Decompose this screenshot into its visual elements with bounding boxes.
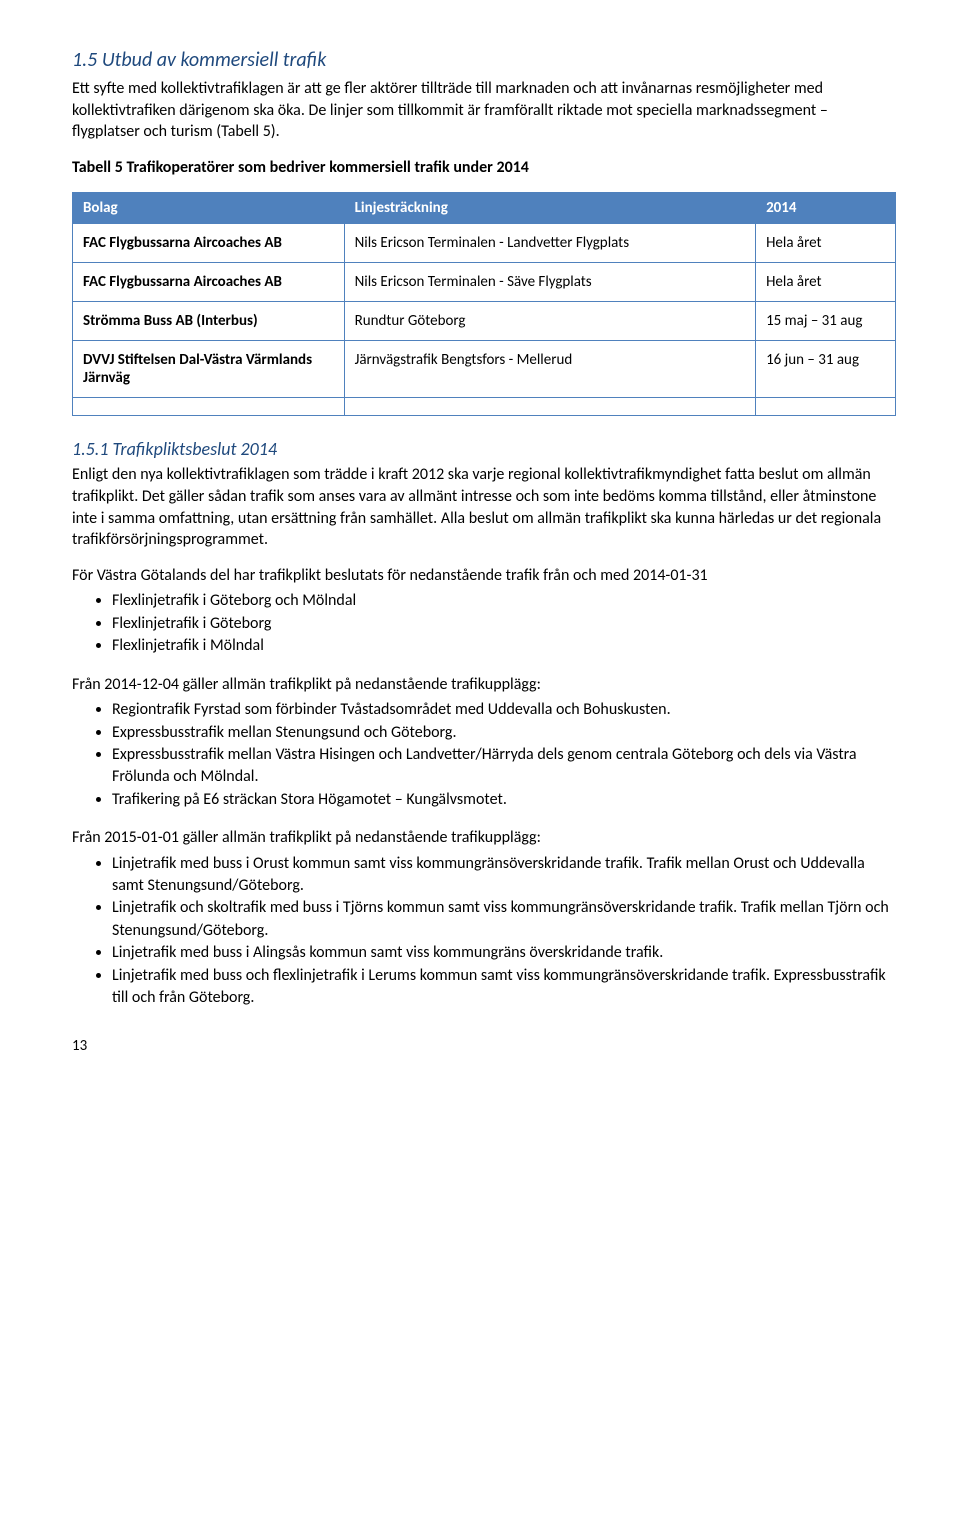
table-row: FAC Flygbussarna Aircoaches AB Nils Eric…: [73, 263, 896, 302]
list-item: Flexlinjetrafik i Göteborg och Mölndal: [112, 590, 896, 612]
list-item: Regiontrafik Fyrstad som förbinder Tvåst…: [112, 699, 896, 721]
cell-bolag: DVVJ Stiftelsen Dal-Västra Värmlands Jär…: [73, 341, 345, 398]
cell-period: 15 maj – 31 aug: [756, 302, 896, 341]
table-row: FAC Flygbussarna Aircoaches AB Nils Eric…: [73, 224, 896, 263]
list2: Regiontrafik Fyrstad som förbinder Tvåst…: [72, 699, 896, 811]
section-1-5-1-para4: Från 2015-01-01 gäller allmän trafikplik…: [72, 827, 896, 849]
cell-linje: Nils Ericson Terminalen - Säve Flygplats: [344, 263, 756, 302]
cell-bolag: FAC Flygbussarna Aircoaches AB: [73, 224, 345, 263]
list-item: Expressbusstrafik mellan Västra Hisingen…: [112, 744, 896, 789]
table5-th-linje: Linjesträckning: [344, 193, 756, 224]
table5-head-row: Bolag Linjesträckning 2014: [73, 193, 896, 224]
table-row: DVVJ Stiftelsen Dal-Västra Värmlands Jär…: [73, 341, 896, 398]
table-row: Strömma Buss AB (Interbus) Rundtur Göteb…: [73, 302, 896, 341]
cell-bolag: FAC Flygbussarna Aircoaches AB: [73, 263, 345, 302]
table-empty-row: [73, 398, 896, 416]
table5-th-year: 2014: [756, 193, 896, 224]
list-item: Linjetrafik med buss i Orust kommun samt…: [112, 853, 896, 898]
cell-linje: Järnvägstrafik Bengtsfors - Mellerud: [344, 341, 756, 398]
cell-linje: Nils Ericson Terminalen - Landvetter Fly…: [344, 224, 756, 263]
list1: Flexlinjetrafik i Göteborg och Mölndal F…: [72, 590, 896, 657]
table5: Bolag Linjesträckning 2014 FAC Flygbussa…: [72, 192, 896, 416]
section-1-5-para: Ett syfte med kollektivtrafiklagen är at…: [72, 78, 896, 143]
cell-period: Hela året: [756, 224, 896, 263]
cell-period: Hela året: [756, 263, 896, 302]
cell-period: 16 jun – 31 aug: [756, 341, 896, 398]
list3: Linjetrafik med buss i Orust kommun samt…: [72, 853, 896, 1010]
page-number: 13: [72, 1037, 896, 1055]
section-1-5-1-para3: Från 2014-12-04 gäller allmän trafikplik…: [72, 674, 896, 696]
cell-bolag: Strömma Buss AB (Interbus): [73, 302, 345, 341]
section-1-5-heading: 1.5 Utbud av kommersiell trafik: [72, 48, 896, 72]
list-item: Flexlinjetrafik i Göteborg: [112, 613, 896, 635]
section-1-5-1-para2: För Västra Götalands del har trafikplikt…: [72, 565, 896, 587]
list-item: Linjetrafik med buss i Alingsås kommun s…: [112, 942, 896, 964]
table5-th-bolag: Bolag: [73, 193, 345, 224]
list-item: Linjetrafik och skoltrafik med buss i Tj…: [112, 897, 896, 942]
list-item: Flexlinjetrafik i Mölndal: [112, 635, 896, 657]
list-item: Expressbusstrafik mellan Stenungsund och…: [112, 722, 896, 744]
cell-linje: Rundtur Göteborg: [344, 302, 756, 341]
table5-caption: Tabell 5 Trafikoperatörer som bedriver k…: [72, 157, 896, 179]
section-1-5-1-heading: 1.5.1 Trafikpliktsbeslut 2014: [72, 438, 896, 460]
list-item: Trafikering på E6 sträckan Stora Högamot…: [112, 789, 896, 811]
list-item: Linjetrafik med buss och flexlinjetrafik…: [112, 965, 896, 1010]
section-1-5-1-para1: Enligt den nya kollektivtrafiklagen som …: [72, 464, 896, 550]
